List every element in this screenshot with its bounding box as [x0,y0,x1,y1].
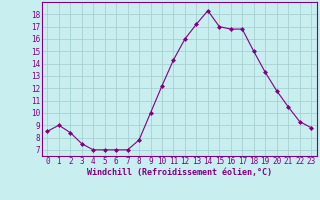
X-axis label: Windchill (Refroidissement éolien,°C): Windchill (Refroidissement éolien,°C) [87,168,272,177]
